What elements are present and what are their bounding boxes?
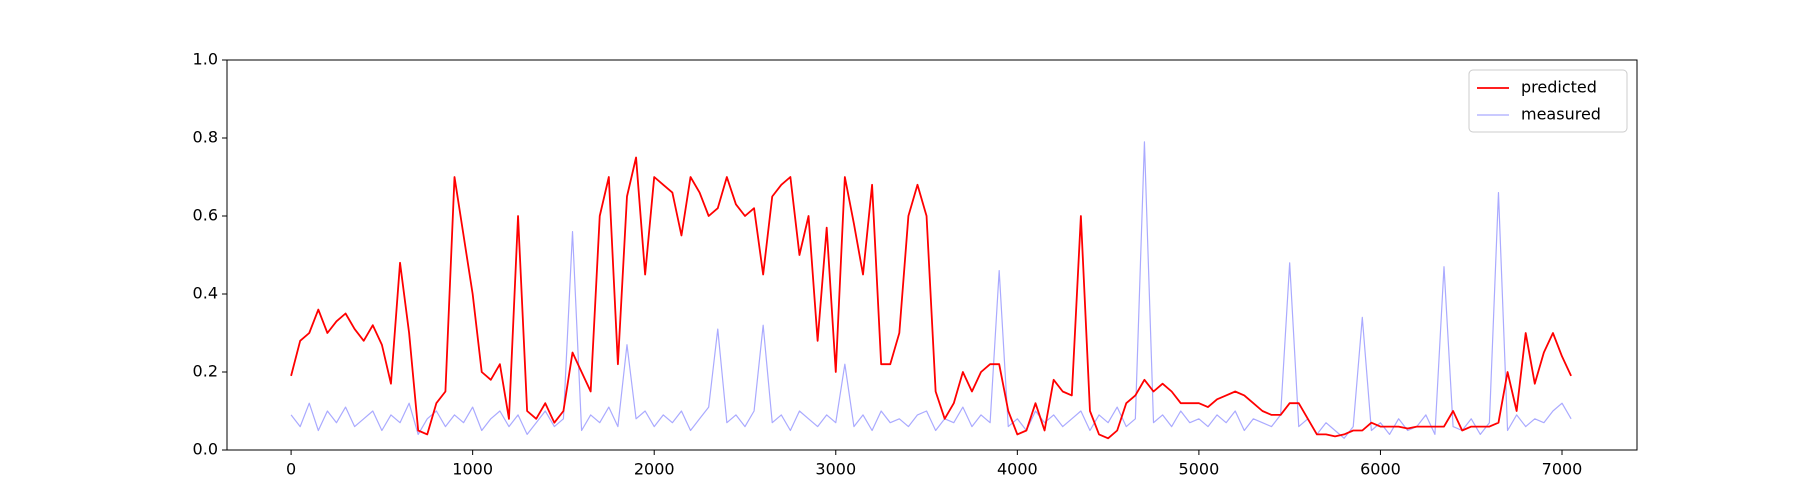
y-tick-label: 1.0 — [193, 50, 218, 69]
y-tick-label: 0.4 — [193, 284, 218, 303]
x-tick-label: 4000 — [997, 460, 1038, 479]
axes-frame — [226, 59, 1638, 451]
x-tick-label: 1000 — [452, 460, 493, 479]
x-tick-label: 0 — [286, 460, 296, 479]
x-tick-label: 7000 — [1542, 460, 1583, 479]
y-tick-label: 0.2 — [193, 362, 218, 381]
legend-box — [1468, 69, 1628, 133]
y-tick-label: 0.6 — [193, 206, 218, 225]
x-tick-label: 2000 — [634, 460, 675, 479]
y-tick-label: 0.0 — [193, 440, 218, 459]
series-line — [290, 156, 1572, 440]
legend-label: measured — [1521, 105, 1601, 124]
series-line — [290, 141, 1572, 439]
x-tick-label: 6000 — [1360, 460, 1401, 479]
y-tick-label: 0.8 — [193, 128, 218, 147]
legend-label: predicted — [1521, 78, 1597, 97]
x-tick-label: 3000 — [815, 460, 856, 479]
x-tick-label: 5000 — [1179, 460, 1220, 479]
